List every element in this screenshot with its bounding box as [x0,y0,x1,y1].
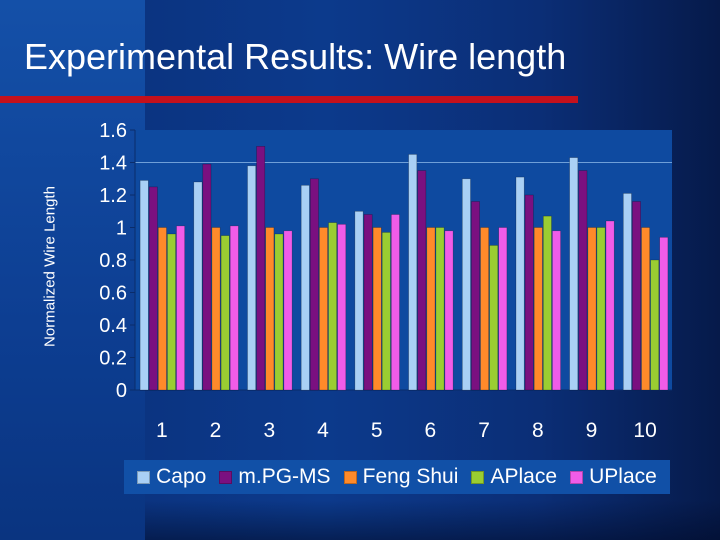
bar-feng-shui-9 [587,227,597,391]
bar-uplace-4 [337,224,347,391]
bar-capo-5 [354,211,364,391]
bar-capo-10 [622,193,632,391]
bar-capo-4 [300,185,310,391]
title-accent-bar [0,96,578,103]
legend-item: UPlace [570,465,657,489]
left-background-band [0,0,145,540]
bar-uplace-1 [176,225,185,391]
y-tick-label: 1.2 [99,185,127,207]
bar-m-pg-ms-3 [256,146,266,391]
bar-capo-1 [139,180,149,391]
y-tick-label: 1 [116,218,127,240]
bar-feng-shui-10 [641,227,650,391]
x-tick-label: 2 [210,419,222,442]
legend-swatch [570,470,584,484]
legend-label: m.PG-MS [238,465,331,488]
bar-feng-shui-1 [158,227,167,391]
legend-label: Capo [156,465,207,488]
bar-uplace-5 [390,214,400,391]
legend-label: Feng Shui [362,465,459,488]
bar-aplace-4 [328,222,337,391]
bar-m-pg-ms-5 [363,214,373,391]
bar-aplace-6 [435,227,445,391]
bar-feng-shui-5 [372,227,382,391]
bar-uplace-9 [605,220,615,391]
legend-label: UPlace [589,465,657,488]
legend-label: APlace [490,465,558,488]
y-tick-label: 1.6 [99,120,127,142]
bar-capo-6 [408,154,418,391]
y-tick-label: 0.8 [99,250,127,272]
bar-m-pg-ms-4 [309,178,319,391]
bar-uplace-7 [498,227,508,391]
bar-capo-2 [193,181,203,391]
bar-capo-7 [461,178,471,391]
bar-m-pg-ms-2 [202,163,212,391]
bar-aplace-10 [650,259,660,391]
y-tick-label: 0 [116,380,127,402]
legend-swatch [137,470,151,484]
bar-capo-9 [569,157,579,391]
bar-aplace-5 [381,232,391,391]
legend-item: m.PG-MS [219,465,331,489]
bar-uplace-8 [552,230,561,391]
bar-m-pg-ms-7 [471,201,480,391]
bar-feng-shui-6 [426,227,436,391]
bar-m-pg-ms-8 [524,194,534,391]
x-tick-label: 1 [156,419,168,442]
x-tick-label: 6 [425,419,437,442]
y-tick-label: 0.4 [99,315,127,337]
bar-aplace-2 [220,235,230,391]
legend-swatch [219,470,233,484]
bar-m-pg-ms-9 [578,170,588,391]
bar-aplace-8 [542,215,552,391]
legend-swatch [471,470,485,484]
legend-item: APlace [471,465,557,489]
legend-item: Feng Shui [343,465,459,489]
y-tick-label: 1.4 [99,153,127,175]
bar-feng-shui-8 [533,227,543,391]
bar-uplace-3 [283,230,293,391]
bar-feng-shui-4 [319,227,328,391]
legend-item: Capo [137,465,206,489]
x-tick-label: 8 [532,419,544,442]
x-tick-label: 3 [263,419,275,442]
slide-title: Experimental Results: Wire length [24,36,567,77]
bar-capo-8 [515,176,525,391]
y-tick-label: 0.2 [99,348,127,370]
bar-aplace-9 [596,227,606,391]
x-tick-label: 4 [317,419,329,442]
chart-legend: Capo m.PG-MS Feng Shui APlace UPlace [124,460,670,494]
bar-uplace-6 [444,230,454,391]
bar-feng-shui-3 [265,227,275,391]
bar-m-pg-ms-10 [632,201,641,391]
x-tick-label: 7 [478,419,490,442]
x-tick-label: 9 [586,419,598,442]
x-tick-label: 10 [633,419,656,442]
bar-aplace-1 [167,233,176,391]
bar-uplace-2 [229,225,239,391]
bottom-shade [145,500,720,540]
x-tick-label: 5 [371,419,383,442]
bar-aplace-3 [274,233,284,391]
bar-aplace-7 [489,245,499,391]
y-tick-label: 0.6 [99,283,127,305]
bar-m-pg-ms-6 [417,170,427,391]
bar-m-pg-ms-1 [148,186,158,391]
bar-feng-shui-2 [211,227,221,391]
bar-uplace-10 [659,237,669,391]
legend-swatch [343,470,357,484]
bar-capo-3 [247,165,256,391]
bar-feng-shui-7 [480,227,489,391]
